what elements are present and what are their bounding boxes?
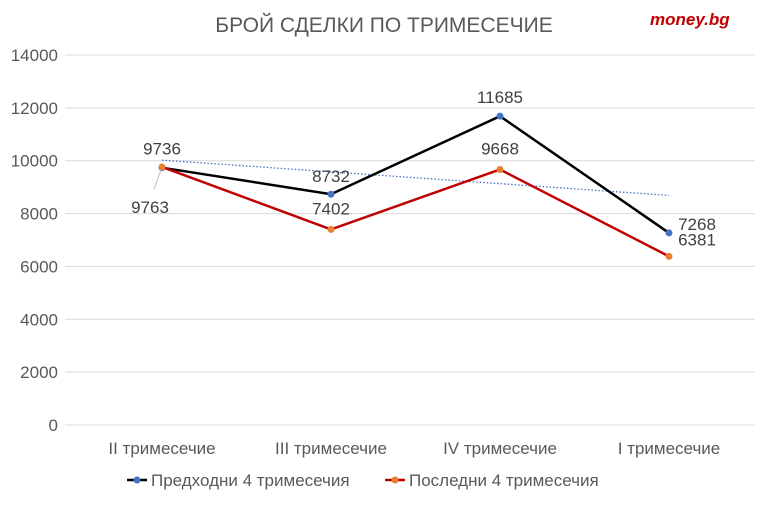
y-tick-label: 10000 (11, 152, 58, 171)
trendline (161, 159, 670, 197)
brand-logo: money.bg (650, 10, 730, 29)
data-label: 7268 (678, 215, 716, 234)
y-tick-label: 0 (49, 416, 58, 435)
y-tick-label: 6000 (20, 257, 58, 276)
data-label: 11685 (477, 88, 523, 107)
data-point (665, 229, 673, 237)
data-point (496, 112, 504, 120)
y-tick-label: 2000 (20, 363, 58, 382)
data-label: 9736 (143, 140, 181, 159)
x-tick-label: IV тримесечие (443, 439, 557, 458)
data-label: 8732 (312, 167, 350, 186)
data-point (158, 163, 166, 171)
x-tick-label: III тримесечие (275, 439, 387, 458)
y-tick-label: 12000 (11, 99, 58, 118)
y-tick-label: 14000 (11, 46, 58, 65)
label-leader-line (153, 169, 162, 190)
data-label: 7402 (312, 199, 350, 218)
y-tick-label: 8000 (20, 205, 58, 224)
legend-marker (133, 476, 141, 484)
x-tick-label: I тримесечие (618, 439, 721, 458)
chart-title: БРОЙ СДЕЛКИ ПО ТРИМЕСЕЧИЕ (215, 13, 552, 37)
y-tick-label: 4000 (20, 310, 58, 329)
legend-label: Последни 4 тримесечия (409, 471, 599, 490)
data-point (327, 190, 335, 198)
x-tick-label: II тримесечие (108, 439, 215, 458)
series-line-2 (161, 165, 670, 258)
legend-marker (391, 476, 399, 484)
data-point (496, 165, 504, 173)
data-label: 6381 (678, 230, 716, 249)
series-line-1 (161, 114, 670, 234)
data-point (327, 225, 335, 233)
legend-label: Предходни 4 тримесечия (151, 471, 350, 490)
data-label: 9763 (131, 198, 169, 217)
data-point (665, 252, 673, 260)
data-label: 9668 (481, 139, 519, 158)
